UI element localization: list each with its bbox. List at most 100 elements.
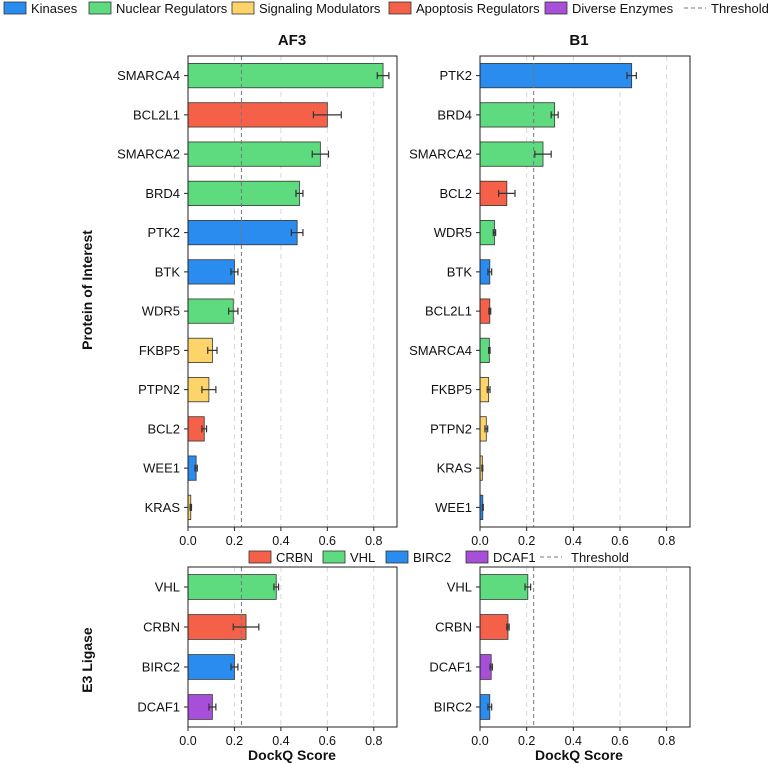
category-label-smarca2: SMARCA2 — [409, 147, 472, 162]
panel-af3-protein-of-interest: SMARCA4 BCL2L1 SMARCA2 BRD4 PTK2 BTK WDR5 FKBP5… — [117, 55, 398, 548]
legend-swatch-kinases — [3, 1, 27, 15]
xtick-label: 0.6 — [611, 534, 628, 548]
category-label-kras: KRAS — [437, 461, 473, 476]
category-label-fkbp5: FKBP5 — [139, 343, 180, 358]
bar-birc2 — [187, 654, 235, 680]
category-label-birc2: BIRC2 — [434, 700, 472, 715]
category-label-crbn: CRBN — [143, 620, 180, 635]
legend-swatch-nuclear-regulators — [88, 1, 112, 15]
category-label-crbn: CRBN — [435, 620, 472, 635]
legend-swatch-signaling-modulators — [231, 1, 255, 15]
xlabel-b1: DockQ Score — [535, 747, 623, 763]
category-label-birc2: BIRC2 — [142, 660, 180, 675]
axes-frame — [479, 55, 691, 528]
category-label-vhl: VHL — [447, 580, 472, 595]
xlabel-af3: DockQ Score — [248, 747, 336, 763]
category-label-ptk2: PTK2 — [439, 68, 472, 83]
legend-swatch-dcaf1 — [465, 550, 489, 564]
bar-brd4 — [479, 102, 556, 128]
xtick-label: 0.2 — [518, 734, 535, 748]
legend-top: Kinases Nuclear Regulators Signaling Mod… — [3, 1, 769, 16]
xtick-label: 0.8 — [365, 534, 382, 548]
category-label-fkbp5: FKBP5 — [431, 382, 472, 397]
category-label-ptpn2: PTPN2 — [138, 382, 180, 397]
category-label-btk: BTK — [447, 264, 473, 279]
category-label-brd4: BRD4 — [145, 186, 180, 201]
legend-label-apoptosis-regulators: Apoptosis Regulators — [416, 1, 540, 16]
panel-b1-e3-ligase: VHL CRBN DCAF1 BIRC2 0.0 0.2 0.4 0.6 0.8 — [429, 566, 691, 748]
bar-vhl — [479, 574, 529, 600]
bar-vhl — [187, 574, 277, 600]
title-af3: AF3 — [278, 32, 306, 49]
legend-swatch-birc2 — [385, 550, 409, 564]
bar-smarca2 — [187, 141, 321, 167]
category-label-bcl2: BCL2 — [439, 186, 472, 201]
category-label-btk: BTK — [155, 264, 181, 279]
category-label-bcl2: BCL2 — [147, 421, 180, 436]
category-label-dcaf1: DCAF1 — [137, 700, 180, 715]
panel-b1-protein-of-interest: PTK2 BRD4 SMARCA2 BCL2 WDR5 BTK BCL2L1 SMARCA4 F… — [409, 55, 691, 548]
legend-swatch-diverse-enzymes — [544, 1, 568, 15]
axes-frame — [187, 55, 398, 528]
xtick-label: 0.4 — [565, 734, 582, 748]
legend-swatch-apoptosis-regulators — [388, 1, 412, 15]
legend-label-dcaf1: DCAF1 — [493, 550, 536, 565]
bar-btk — [187, 259, 235, 285]
xtick-label: 0.0 — [471, 534, 488, 548]
category-label-vhl: VHL — [155, 580, 180, 595]
category-label-bcl2l1: BCL2L1 — [133, 107, 180, 122]
axes-frame — [479, 566, 691, 728]
legend-label-threshold: Threshold — [711, 1, 769, 16]
category-label-bcl2l1: BCL2L1 — [425, 304, 472, 319]
category-label-dcaf1: DCAF1 — [429, 660, 472, 675]
panel-af3-e3-ligase: VHL CRBN BIRC2 DCAF1 0.0 0.2 0.4 0.6 0.8 — [137, 566, 398, 748]
category-label-wdr5: WDR5 — [142, 304, 180, 319]
legend-label-nuclear-regulators: Nuclear Regulators — [116, 1, 228, 16]
category-label-wee1: WEE1 — [435, 500, 472, 515]
category-label-smarca4: SMARCA4 — [409, 343, 472, 358]
ylabel-protein-of-interest: Protein of Interest — [79, 230, 95, 350]
category-label-ptpn2: PTPN2 — [430, 421, 472, 436]
bar-smarca4 — [479, 337, 490, 363]
xtick-label: 0.0 — [471, 734, 488, 748]
legend-e3-label-threshold: Threshold — [571, 550, 629, 565]
category-label-wee1: WEE1 — [143, 461, 180, 476]
bar-ptk2 — [187, 220, 298, 246]
xtick-label: 0.8 — [658, 734, 675, 748]
bar-smarca4 — [187, 63, 384, 89]
xtick-label: 0.6 — [319, 734, 336, 748]
legend-label-kinases: Kinases — [31, 1, 78, 16]
axes-frame — [187, 566, 398, 728]
category-label-smarca2: SMARCA2 — [117, 147, 180, 162]
legend-label-birc2: BIRC2 — [413, 550, 451, 565]
bar-brd4 — [187, 180, 300, 206]
ylabel-e3-ligase: E3 Ligase — [79, 627, 95, 693]
xtick-label: 0.0 — [179, 534, 196, 548]
legend-label-diverse-enzymes: Diverse Enzymes — [572, 1, 674, 16]
xtick-label: 0.6 — [319, 534, 336, 548]
legend-swatch-crbn — [248, 550, 272, 564]
bar-wdr5 — [479, 220, 495, 246]
xtick-label: 0.4 — [272, 534, 289, 548]
xtick-label: 0.4 — [272, 734, 289, 748]
xtick-label: 0.0 — [179, 734, 196, 748]
xtick-label: 0.4 — [565, 534, 582, 548]
legend-label-vhl: VHL — [350, 550, 375, 565]
xtick-label: 0.8 — [658, 534, 675, 548]
bar-ptk2 — [479, 63, 633, 89]
legend-swatch-vhl — [322, 550, 346, 564]
legend-e3: CRBN VHL BIRC2 DCAF1 Threshold — [248, 550, 629, 565]
xtick-label: 0.2 — [518, 534, 535, 548]
legend-label-crbn: CRBN — [276, 550, 313, 565]
category-label-wdr5: WDR5 — [434, 225, 472, 240]
category-label-kras: KRAS — [145, 500, 181, 515]
xtick-label: 0.2 — [226, 534, 243, 548]
xtick-label: 0.8 — [365, 734, 382, 748]
bar-bcl2l1 — [187, 102, 328, 128]
bar-crbn — [479, 614, 509, 640]
xtick-label: 0.6 — [611, 734, 628, 748]
xtick-label: 0.2 — [226, 734, 243, 748]
legend-label-signaling-modulators: Signaling Modulators — [259, 1, 381, 16]
category-label-brd4: BRD4 — [437, 107, 472, 122]
